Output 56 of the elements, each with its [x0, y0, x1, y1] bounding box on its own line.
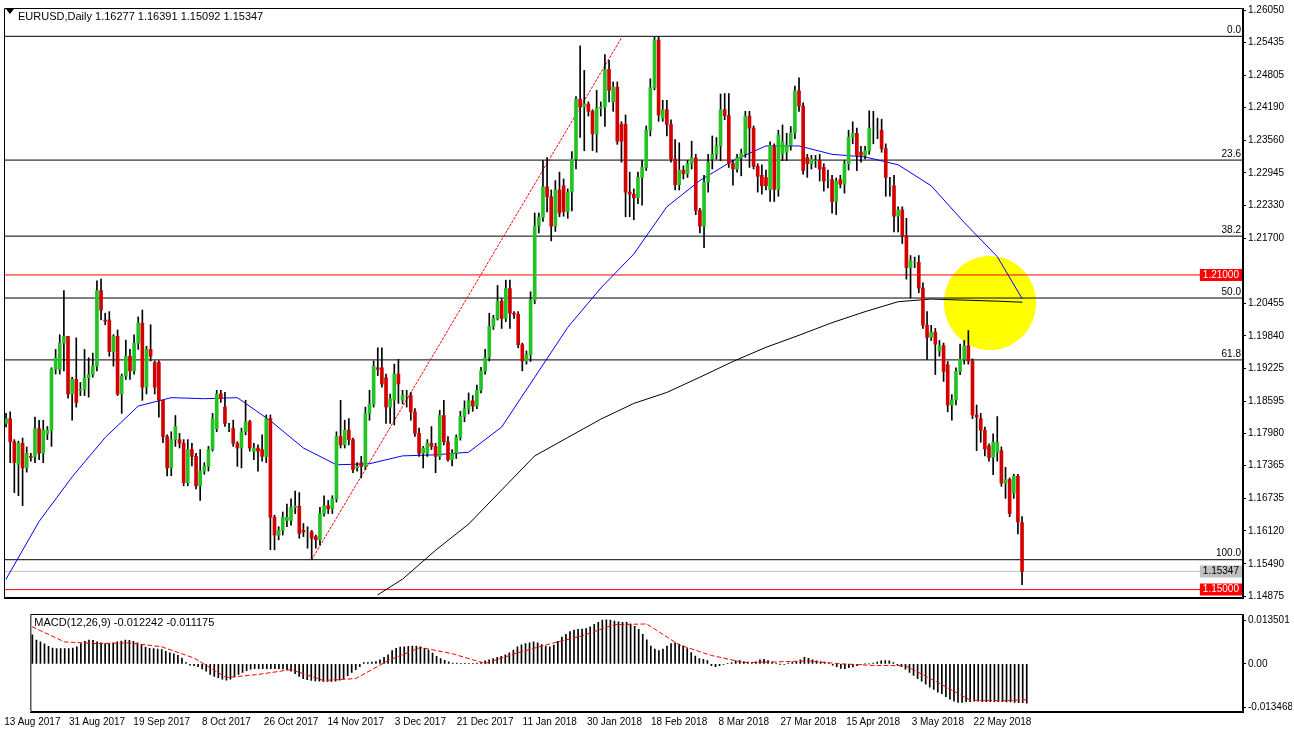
y-tick-label: 1.26050: [1248, 3, 1285, 15]
y-tick-label: 0.00: [1248, 657, 1268, 669]
y-tick-label: 1.16735: [1248, 492, 1285, 504]
x-tick-label: 13 Aug 2017: [4, 715, 61, 727]
ref-line-label: 1.15347: [1202, 565, 1240, 577]
ref-line-label: 1.15000: [1202, 583, 1240, 595]
x-tick-label: 18 Feb 2018: [651, 715, 708, 727]
x-tick-label: 27 Mar 2018: [780, 715, 837, 727]
annotation: 100.0: [1215, 547, 1242, 559]
y-tick-label: 1.21700: [1248, 231, 1285, 243]
candlestick: [627, 171, 632, 218]
x-tick-label: 19 Sep 2017: [133, 715, 191, 727]
y-tick-label: 1.24805: [1248, 69, 1285, 81]
y-tick-label: 1.25435: [1248, 36, 1285, 48]
annotation: 38.2: [1221, 223, 1242, 235]
x-tick-label: 11 Jan 2018: [522, 715, 578, 727]
x-tick-label: 8 Mar 2018: [718, 715, 770, 727]
candlestick: [404, 389, 409, 408]
x-tick-label: 30 Jan 2018: [586, 715, 643, 727]
ref-line-label: 1.21000: [1202, 268, 1240, 280]
x-tick-label: 26 Oct 2017: [263, 715, 319, 727]
x-tick-label: 8 Oct 2017: [201, 715, 252, 727]
x-tick-label: 22 May 2018: [973, 715, 1032, 727]
y-tick-label: 1.19225: [1248, 361, 1285, 373]
candlestick: [285, 503, 289, 528]
annotation: 61.8: [1221, 347, 1242, 359]
y-tick-label: 1.22945: [1248, 166, 1285, 178]
y-tick-label: 1.16120: [1248, 524, 1285, 536]
y-tick-label: 0.013501: [1248, 614, 1291, 626]
y-tick-label: 1.22330: [1248, 198, 1285, 210]
y-tick-label: 1.20455: [1248, 297, 1285, 309]
y-tick-label: 1.17980: [1248, 427, 1285, 439]
x-tick-label: 21 Dec 2017: [456, 715, 514, 727]
y-tick-label: 1.23560: [1248, 134, 1285, 146]
candlestick: [227, 423, 231, 433]
x-tick-label: 14 Nov 2017: [327, 715, 385, 727]
candlestick: [995, 416, 1000, 462]
chart-title: MACD(12,26,9) -0.012242 -0.011175: [34, 615, 215, 628]
y-tick-label: 1.19840: [1248, 329, 1285, 341]
x-tick-label: 3 May 2018: [911, 715, 965, 727]
y-tick-label: 1.15490: [1248, 557, 1285, 569]
y-tick-label: 1.18595: [1248, 394, 1285, 406]
candlestick: [359, 456, 364, 479]
candlestick: [826, 169, 830, 189]
x-tick-label: 3 Dec 2017: [394, 715, 447, 727]
annotation: 23.6: [1221, 147, 1242, 159]
y-tick-label: -0.013468: [1248, 700, 1294, 712]
x-tick-label: 15 Apr 2018: [846, 715, 901, 727]
chart-title: EURUSD,Daily 1.16277 1.16391 1.15092 1.15347: [18, 9, 264, 22]
y-tick-label: 1.17365: [1248, 459, 1285, 471]
annotation: 50.0: [1221, 285, 1242, 297]
x-tick-label: 31 Aug 2017: [68, 715, 126, 727]
y-tick-label: 1.14875: [1248, 589, 1285, 601]
y-tick-label: 1.24190: [1248, 101, 1285, 113]
annotation: 0.0: [1227, 24, 1242, 36]
candlestick: [850, 121, 855, 145]
